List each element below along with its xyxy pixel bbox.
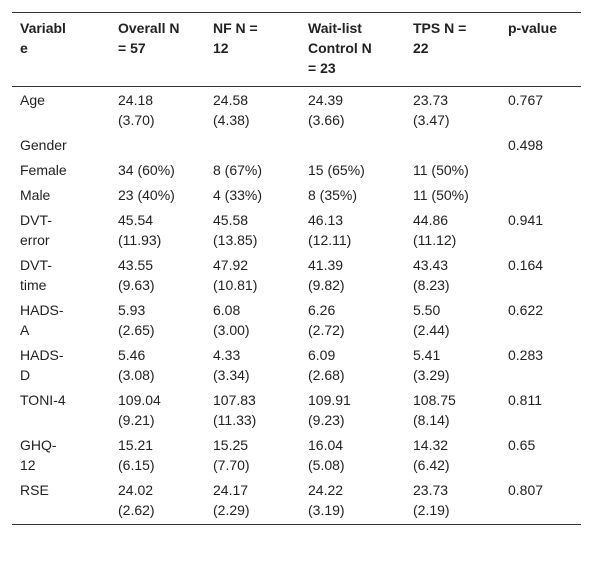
table-cell: 4 (33%) [213,187,263,203]
table-cell: 6.26 (2.72) [308,302,345,338]
table-cell: 44.86 (11.12) [413,212,457,248]
data-table: Variable Overall N = 57 NF N = 12 Wait-list… [12,12,581,525]
table-row: RSE 24.02 (2.62) 24.17 (2.29) 24.22 (3.19) 2… [12,477,581,525]
table-cell: 23.73 (3.47) [413,92,450,128]
header-row: Variable Overall N = 57 NF N = 12 Wait-list… [12,12,581,87]
table-cell: 5.41 (3.29) [413,347,450,383]
table-cell: 15.21 (6.15) [118,437,155,473]
table-cell: 0.283 [508,347,544,363]
table-header: Variable Overall N = 57 NF N = 12 Wait-list… [12,12,581,87]
table-cell: 24.02 (2.62) [118,482,155,518]
table-cell: 24.58 (4.38) [213,92,250,128]
table-cell: 108.75 (8.14) [413,392,456,428]
row-label: RSE [20,482,49,498]
table-cell: 8 (67%) [213,162,263,178]
table-cell: 45.58 (13.85) [213,212,258,248]
table-cell: 0.941 [508,212,544,228]
table-cell: 6.08 (3.00) [213,302,250,338]
row-label: TONI-4 [20,392,66,408]
table-cell: 0.811 [508,392,542,408]
table-row: GHQ-12 15.21 (6.15) 15.25 (7.70) 16.04 (5.0… [12,432,581,477]
table-cell: 5.46 (3.08) [118,347,155,383]
row-label: HADS-D [20,347,64,383]
row-label: HADS-A [20,302,64,338]
table-cell: 24.18 (3.70) [118,92,155,128]
table-cell: 0.807 [508,482,544,498]
table-cell: 11 (50%) [413,187,469,203]
table-cell [500,157,581,182]
table-cell: 8 (35%) [308,187,358,203]
table-row: Male 23 (40%) 4 (33%) 8 (35%) 11 (50%) [12,182,581,207]
table-body: Age 24.18 (3.70) 24.58 (4.38) 24.39 (3.66) 2… [12,87,581,525]
table-cell [300,132,405,157]
table-cell: 34 (60%) [118,162,175,178]
table-row: DVT-time 43.55 (9.63) 47.92 (10.81) 41.39 (… [12,252,581,297]
table-cell [500,182,581,207]
table-cell [205,132,300,157]
table-row: Gender 0.498 [12,132,581,157]
column-header: Variable [20,20,66,56]
table-row: Age 24.18 (3.70) 24.58 (4.38) 24.39 (3.66) 2… [12,87,581,133]
column-header: p-value [508,20,558,36]
row-label: DVT-error [20,212,52,248]
table-cell: 109.04 (9.21) [118,392,161,428]
table-cell: 46.13 (12.11) [308,212,352,248]
column-header: Wait-list Control N = 23 [308,20,372,76]
row-label: Age [20,92,45,108]
table-cell: 109.91 (9.23) [308,392,351,428]
table-cell: 24.22 (3.19) [308,482,345,518]
table-cell: 43.55 (9.63) [118,257,155,293]
table-cell: 15 (65%) [308,162,365,178]
table-cell: 15.25 (7.70) [213,437,250,473]
table-cell: 0.622 [508,302,544,318]
table-cell: 107.83 (11.33) [213,392,257,428]
table-row: HADS-A 5.93 (2.65) 6.08 (3.00) 6.26 (2.72) 5… [12,297,581,342]
table-row: HADS-D 5.46 (3.08) 4.33 (3.34) 6.09 (2.68) 5… [12,342,581,387]
table-row: Female 34 (60%) 8 (67%) 15 (65%) 11 (50%) [12,157,581,182]
table-cell: 6.09 (2.68) [308,347,345,383]
table-cell: 24.39 (3.66) [308,92,345,128]
column-header: NF N = 12 [213,20,258,56]
table-cell: 0.767 [508,92,544,108]
table-row: DVT-error 45.54 (11.93) 45.58 (13.85) 46.13… [12,207,581,252]
row-label: DVT-time [20,257,52,293]
table-cell: 23 (40%) [118,187,175,203]
row-label: Female [20,162,67,178]
row-label: Gender [20,137,67,153]
table-cell: 23.73 (2.19) [413,482,450,518]
table-cell: 14.32 (6.42) [413,437,450,473]
table-row: TONI-4 109.04 (9.21) 107.83 (11.33) 109.91 … [12,387,581,432]
table-cell: 16.04 (5.08) [308,437,345,473]
row-label: GHQ-12 [20,437,57,473]
column-header: TPS N = 22 [413,20,467,56]
table-cell: 4.33 (3.34) [213,347,250,383]
table-cell: 5.93 (2.65) [118,302,155,338]
table-cell: 24.17 (2.29) [213,482,250,518]
table-cell [110,132,205,157]
table-cell: 0.164 [508,257,544,273]
table-cell: 5.50 (2.44) [413,302,450,338]
table-cell [405,132,500,157]
column-header: Overall N = 57 [118,20,180,56]
table-cell: 0.65 [508,437,536,453]
row-label: Male [20,187,51,203]
table-cell: 11 (50%) [413,162,469,178]
table-cell: 45.54 (11.93) [118,212,162,248]
table-cell: 43.43 (8.23) [413,257,450,293]
table-cell: 47.92 (10.81) [213,257,258,293]
table-cell: 0.498 [508,137,544,153]
table-cell: 41.39 (9.82) [308,257,345,293]
